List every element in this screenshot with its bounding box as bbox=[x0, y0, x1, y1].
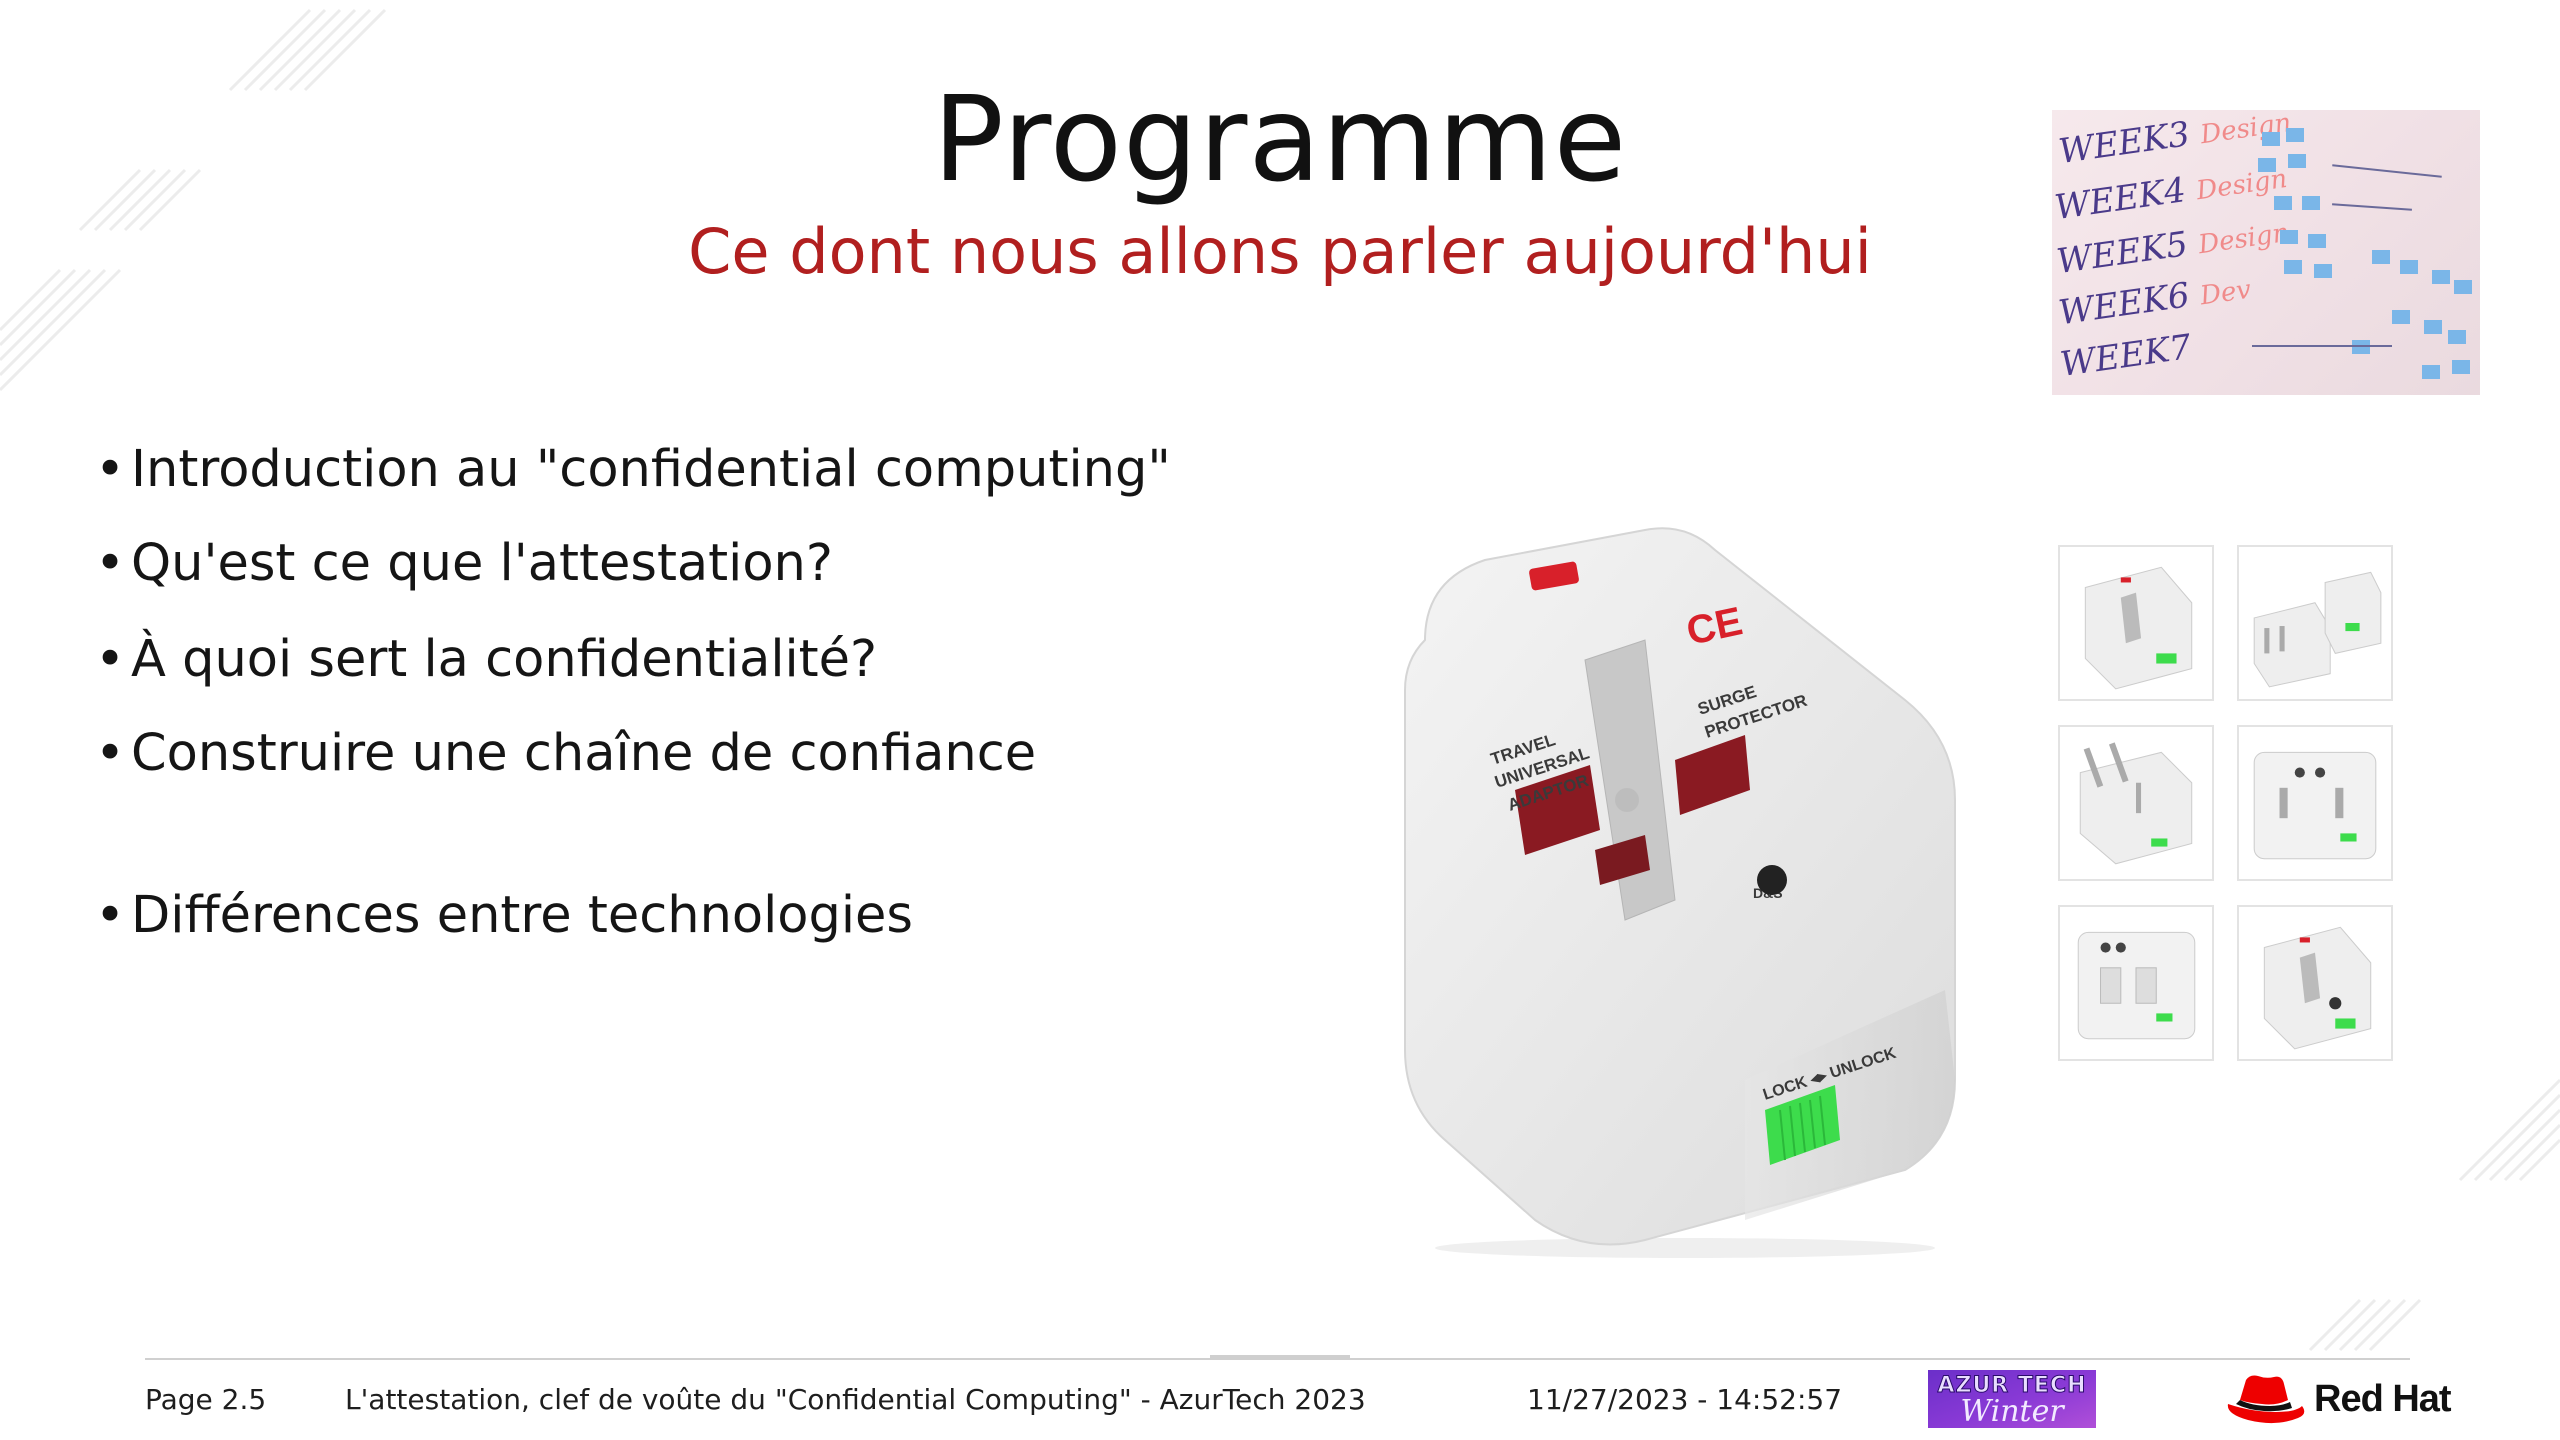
whiteboard-week-label: WEEK7 bbox=[2057, 327, 2194, 385]
redhat-logo: Red Hat bbox=[2222, 1370, 2472, 1430]
azurtech-winter-logo: AZUR TECH Winter bbox=[1928, 1370, 2096, 1429]
footer-datetime: 11/27/2023 - 14:52:57 bbox=[1527, 1383, 1843, 1416]
decorative-corner-pattern bbox=[0, 8, 387, 392]
product-thumbnail-4[interactable] bbox=[2237, 725, 2393, 881]
redhat-wordmark: Red Hat bbox=[2314, 1378, 2452, 1420]
bullet-item: • Construire une chaîne de confiance bbox=[95, 724, 1036, 783]
footer-divider-notch bbox=[1210, 1355, 1350, 1360]
bullet-dot: • bbox=[95, 534, 126, 593]
bullet-item: • À quoi sert la confidentialité? bbox=[95, 630, 877, 689]
bullet-dot: • bbox=[95, 630, 126, 689]
bullet-dot: • bbox=[95, 724, 126, 783]
bullet-text: Qu'est ce que l'attestation? bbox=[131, 534, 833, 593]
bullet-text: Introduction au "confidential computing" bbox=[131, 440, 1171, 499]
azurtech-logo-line2: Winter bbox=[1960, 1394, 2064, 1429]
bullet-dot: • bbox=[95, 440, 126, 499]
bullet-item: • Qu'est ce que l'attestation? bbox=[95, 534, 833, 593]
redhat-fedora-icon bbox=[2227, 1375, 2305, 1424]
azurtech-logo-line1: AZUR TECH bbox=[1937, 1373, 2087, 1399]
whiteboard-photo: WEEK3 Design WEEK4 Design WEEK5 Design W… bbox=[2052, 110, 2480, 395]
product-thumbnail-2[interactable] bbox=[2237, 545, 2393, 701]
bullet-text: Construire une chaîne de confiance bbox=[131, 724, 1037, 783]
footer-page-number: Page 2.5 bbox=[145, 1383, 267, 1416]
slide-subtitle: Ce dont nous allons parler aujourd'hui bbox=[688, 215, 1872, 288]
bullet-dot: • bbox=[95, 886, 126, 945]
travel-adapter-photo: CE TRAVEL UNIVERSAL ADAPTOR SURGE PROTEC… bbox=[1404, 527, 1956, 1258]
bullet-item: • Différences entre technologies bbox=[95, 886, 913, 945]
product-thumbnail-3[interactable] bbox=[2058, 725, 2214, 881]
bullet-text: À quoi sert la confidentialité? bbox=[131, 630, 878, 689]
product-thumbnail-1[interactable] bbox=[2058, 545, 2214, 701]
slide-title: Programme bbox=[932, 70, 1628, 208]
bullet-item: • Introduction au "confidential computing… bbox=[95, 440, 1171, 499]
footer-talk-title: L'attestation, clef de voûte du "Confide… bbox=[345, 1383, 1366, 1416]
decorative-corner-pattern-right bbox=[2308, 1078, 2560, 1352]
product-thumbnail-6[interactable] bbox=[2237, 905, 2393, 1061]
bullet-text: Différences entre technologies bbox=[131, 886, 913, 945]
product-thumbnail-5[interactable] bbox=[2058, 905, 2214, 1061]
